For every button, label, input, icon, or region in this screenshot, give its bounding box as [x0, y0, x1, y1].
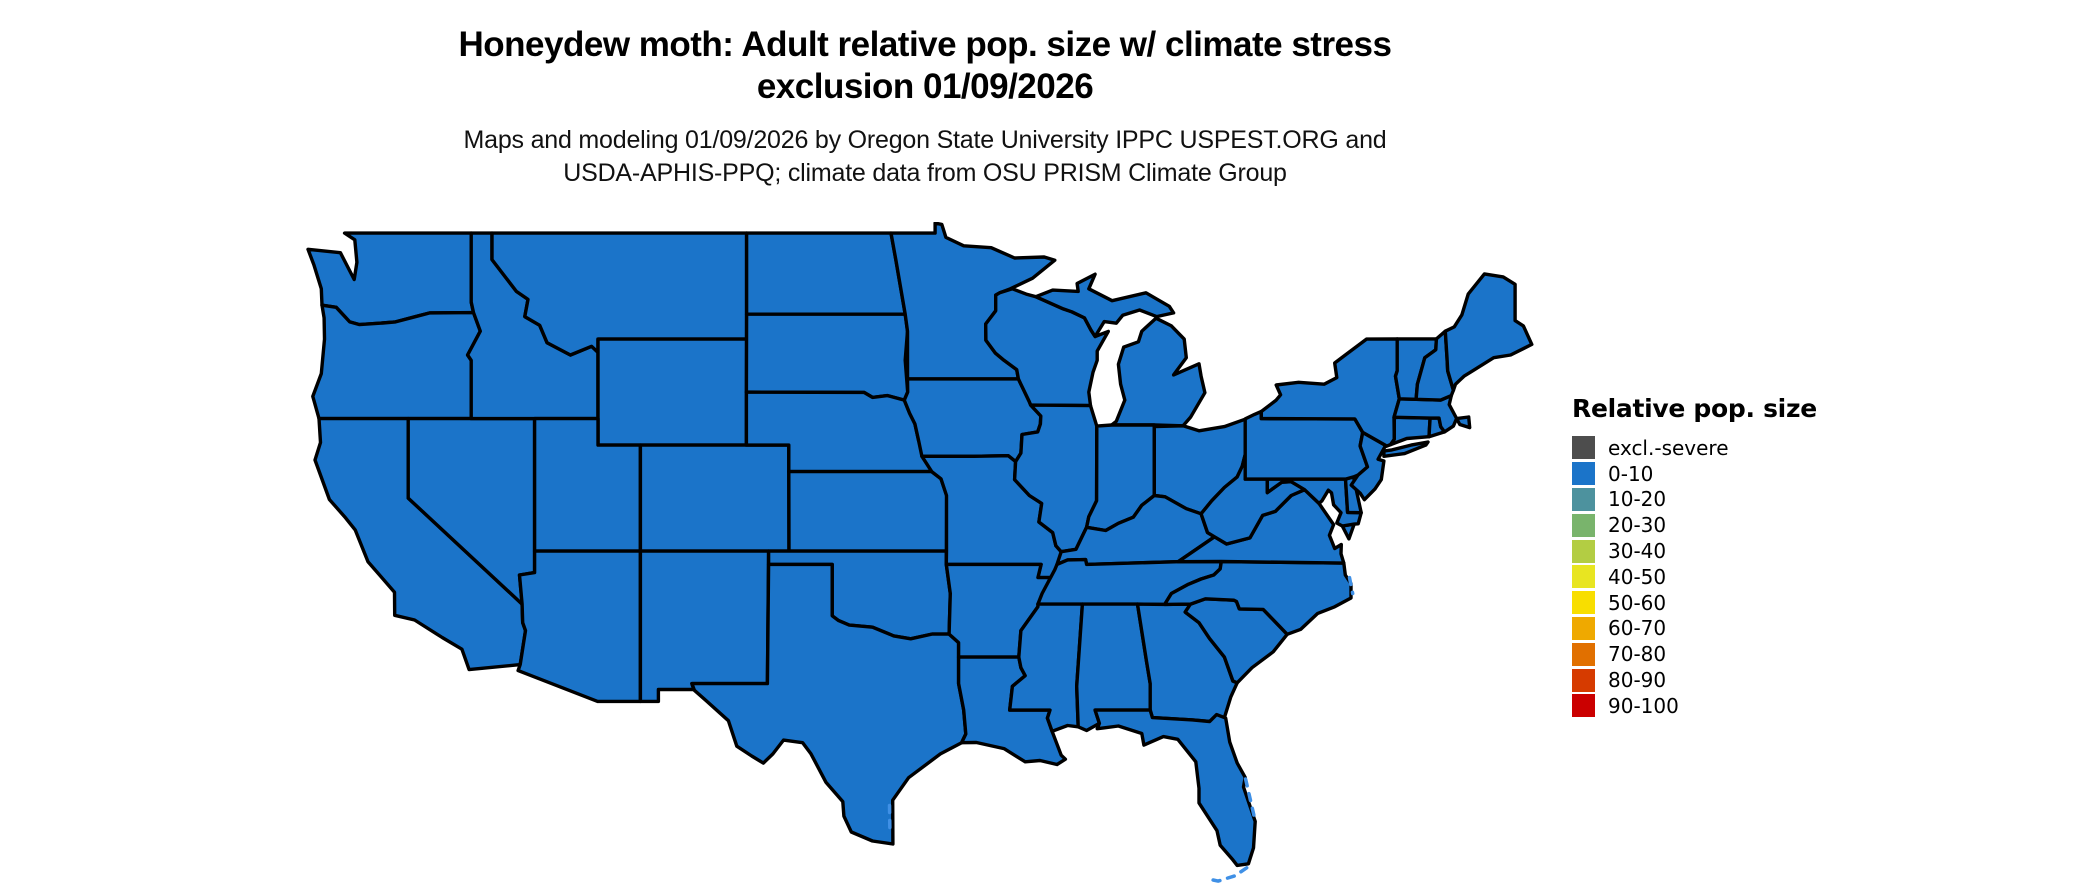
legend-swatch: [1572, 616, 1595, 640]
page-title-line1: Honeydew moth: Adult relative pop. size …: [458, 25, 1392, 64]
state-NJ: [1349, 430, 1388, 502]
legend-label: 50-60: [1608, 590, 1667, 615]
legend-label: 20-30: [1608, 513, 1667, 538]
legend-item: excl.-severe: [1572, 435, 1832, 461]
legend-swatch: [1572, 513, 1595, 537]
legend-swatch: [1572, 565, 1595, 589]
page-subtitle: Maps and modeling 01/09/2026 by Oregon S…: [0, 124, 1850, 190]
page-subtitle-line1: Maps and modeling 01/09/2026 by Oregon S…: [463, 126, 1387, 154]
state-PA: [1243, 409, 1370, 481]
page-title: Honeydew moth: Adult relative pop. size …: [0, 24, 1850, 108]
state-TX: [690, 562, 968, 846]
legend-item: 60-70: [1572, 616, 1832, 642]
state-MI-UP: [1034, 272, 1176, 339]
legend-label: 10-20: [1608, 487, 1667, 512]
legend-swatch: [1572, 487, 1595, 511]
legend-label: 60-70: [1608, 616, 1667, 641]
legend-swatch: [1572, 694, 1595, 718]
legend-label: 80-90: [1608, 668, 1667, 693]
page-title-line2: exclusion 01/09/2026: [756, 67, 1094, 106]
legend-label: 90-100: [1608, 693, 1679, 718]
legend-item: 40-50: [1572, 564, 1832, 590]
state-NY-LI: [1382, 440, 1430, 459]
state-FL: [1093, 708, 1257, 868]
state-MI: [1110, 316, 1207, 428]
legend-label: excl.-severe: [1608, 435, 1729, 460]
legend-swatch: [1572, 462, 1595, 486]
legend-swatch: [1572, 591, 1595, 615]
state-CO: [638, 443, 791, 553]
legend-label: 0-10: [1608, 461, 1654, 486]
legend-label: 40-50: [1608, 564, 1667, 589]
legend: Relative pop. size excl.-severe 0-10 10-20…: [1572, 394, 1832, 719]
water-feature-fl-atlantic-bar: [1243, 777, 1256, 818]
legend-swatch: [1572, 668, 1595, 692]
state-OR: [311, 303, 483, 421]
legend-swatch: [1572, 642, 1595, 666]
state-NM: [638, 549, 771, 704]
legend-item: 10-20: [1572, 487, 1832, 513]
legend-item: 80-90: [1572, 667, 1832, 693]
state-ND: [744, 231, 907, 316]
legend-item: 50-60: [1572, 590, 1832, 616]
page-subtitle-line2: USDA-APHIS-PPQ; climate data from OSU PR…: [563, 159, 1287, 187]
us-states-map: [306, 222, 1534, 883]
legend-item: 70-80: [1572, 641, 1832, 667]
legend-item: 30-40: [1572, 538, 1832, 564]
water-feature-florida-keys: [1209, 866, 1249, 883]
legend-swatch: [1572, 436, 1595, 460]
state-WY: [596, 337, 749, 447]
legend-item: 20-30: [1572, 512, 1832, 538]
legend-label: 70-80: [1608, 642, 1667, 667]
legend-rows: excl.-severe 0-10 10-20 20-30 30-40 40-50 50-6…: [1572, 435, 1832, 719]
state-KS: [787, 469, 949, 553]
state-CT: [1388, 415, 1432, 447]
legend-label: 30-40: [1608, 539, 1667, 564]
legend-swatch: [1572, 539, 1595, 563]
legend-item: 90-100: [1572, 693, 1832, 719]
header: Honeydew moth: Adult relative pop. size …: [0, 24, 1850, 190]
state-AZ: [516, 549, 643, 704]
state-ME: [1443, 272, 1534, 393]
state-NC: [1163, 559, 1353, 636]
state-SD: [744, 312, 910, 402]
water-feature-nc-outer-banks: [1347, 575, 1355, 596]
legend-item: 0-10: [1572, 461, 1832, 487]
legend-title: Relative pop. size: [1572, 394, 1817, 423]
